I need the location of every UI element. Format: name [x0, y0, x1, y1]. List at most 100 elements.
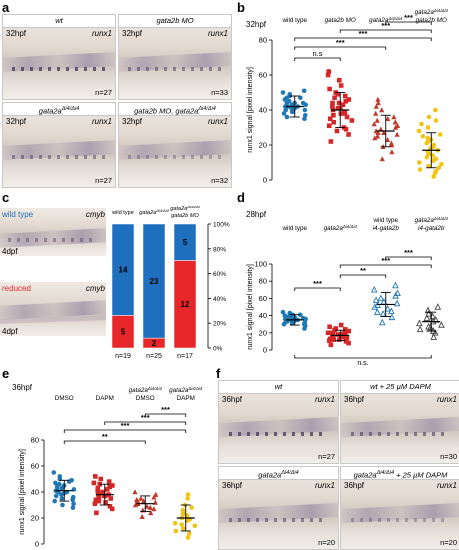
- bar-category-label: gata2aΔi4/Δi4: [139, 208, 169, 217]
- data-point: [281, 111, 287, 116]
- image-header: gata2aΔi4/Δi4: [3, 103, 115, 116]
- bar-n-label: n=17: [177, 353, 193, 360]
- data-point: [431, 174, 436, 179]
- significance-label: ***: [121, 421, 130, 430]
- y-tick-label: 40: [259, 106, 267, 115]
- significance-label: ***: [359, 29, 368, 38]
- data-point: [424, 154, 430, 160]
- data-point: [302, 107, 308, 113]
- image-header: wt + 25 µM DAPM: [341, 381, 459, 394]
- category-label: gata2aΔi4/Δi4: [324, 224, 358, 233]
- panel-e-chart: 0 20 40 60 80 runx1 signal [pixel intensity] D…: [12, 383, 203, 549]
- significance-label: ***: [313, 279, 322, 288]
- data-point: [92, 501, 98, 506]
- data-point: [135, 498, 141, 504]
- y-tick-label: 100%: [213, 222, 230, 229]
- image-n-label: n=30: [440, 452, 457, 461]
- significance-bracket: [63, 429, 187, 433]
- significance-label: **: [102, 432, 108, 441]
- data-point: [59, 496, 65, 501]
- stain-signal: [127, 155, 223, 160]
- image-n-label: n=20: [318, 538, 335, 547]
- data-point: [103, 500, 108, 505]
- data-point: [69, 478, 74, 483]
- data-point: [331, 337, 337, 342]
- data-point: [57, 481, 62, 487]
- data-point: [392, 281, 399, 289]
- data-point: [344, 114, 350, 120]
- data-point: [426, 163, 431, 169]
- data-point: [52, 498, 57, 504]
- data-point: [415, 319, 423, 327]
- data-point: [346, 328, 352, 334]
- data-point: [330, 100, 335, 106]
- data-point: [60, 502, 65, 508]
- data-point: [427, 323, 434, 331]
- bar-count-label: 12: [181, 300, 190, 309]
- data-point: [340, 331, 346, 336]
- series-1: [91, 474, 115, 516]
- image-header: gata2aΔi4/Δi4 + 25 µM DAPM: [341, 467, 459, 480]
- data-point: [337, 337, 342, 342]
- data-point: [342, 93, 348, 99]
- image-n-label: n=33: [211, 88, 228, 97]
- series-2: [371, 96, 401, 162]
- significance-bracket: [339, 29, 432, 33]
- category-label: gata2b MO: [325, 17, 356, 24]
- data-point: [338, 111, 344, 116]
- data-point: [185, 535, 191, 540]
- data-point: [371, 303, 379, 310]
- data-point: [371, 121, 377, 127]
- stage-label: 36hpf: [12, 383, 33, 392]
- significance-bracket: [385, 256, 432, 260]
- data-point: [438, 321, 445, 328]
- data-point: [97, 481, 103, 487]
- y-tick-label: 0: [35, 540, 39, 549]
- data-point: [343, 98, 349, 104]
- data-point: [71, 501, 76, 506]
- data-point: [282, 313, 288, 318]
- y-tick-label: 20: [259, 141, 267, 150]
- data-point: [379, 310, 387, 317]
- panel-f-label: f: [216, 366, 221, 381]
- panel-a-image-4: gata2b MO, gata2aΔi4/Δi4 32hpf runx1 n=32: [118, 102, 232, 188]
- panel-c-chart: 5 14 wild type n=19 2 23 gata2aΔi4/Δi4 n=25 12 5 g…: [111, 206, 230, 360]
- stain-signal: [228, 517, 329, 522]
- data-point: [301, 321, 307, 327]
- data-point: [374, 133, 381, 139]
- significance-bracket: [294, 46, 387, 50]
- y-tick-label: 0: [263, 176, 267, 185]
- data-point: [375, 129, 381, 136]
- data-point: [302, 116, 307, 122]
- image-header: gata2b MO, gata2aΔi4/Δi4: [119, 103, 231, 116]
- data-point: [332, 95, 337, 101]
- bar-n-label: n=19: [115, 353, 131, 360]
- stain-signal: [350, 431, 451, 436]
- data-point: [173, 528, 179, 534]
- stain-signal: [127, 67, 223, 72]
- data-point: [192, 523, 198, 529]
- data-point: [106, 479, 112, 484]
- significance-bracket: [339, 264, 432, 268]
- y-tick-label: 60: [259, 294, 267, 303]
- data-point: [373, 103, 379, 109]
- series-2: [370, 281, 401, 326]
- stain-signal: [11, 155, 107, 160]
- panel-b-chart: 0 20 40 60 80 runx1 signal [pixel intensity] w…: [246, 8, 449, 185]
- data-point: [425, 310, 432, 317]
- data-point: [417, 160, 422, 165]
- data-point: [300, 100, 306, 106]
- category-label: gata2aΔi4/Δi4: [415, 8, 449, 17]
- data-point: [298, 312, 303, 318]
- data-point: [335, 332, 341, 337]
- y-tick-label: 40%: [213, 296, 226, 303]
- data-point: [342, 111, 348, 116]
- significance-label: ***: [381, 21, 390, 30]
- data-point: [417, 167, 423, 172]
- significance-label: ***: [404, 248, 413, 257]
- data-point: [180, 511, 186, 517]
- image-n-label: n=27: [95, 88, 112, 97]
- significance-label: ***: [161, 405, 170, 414]
- data-point: [389, 149, 395, 155]
